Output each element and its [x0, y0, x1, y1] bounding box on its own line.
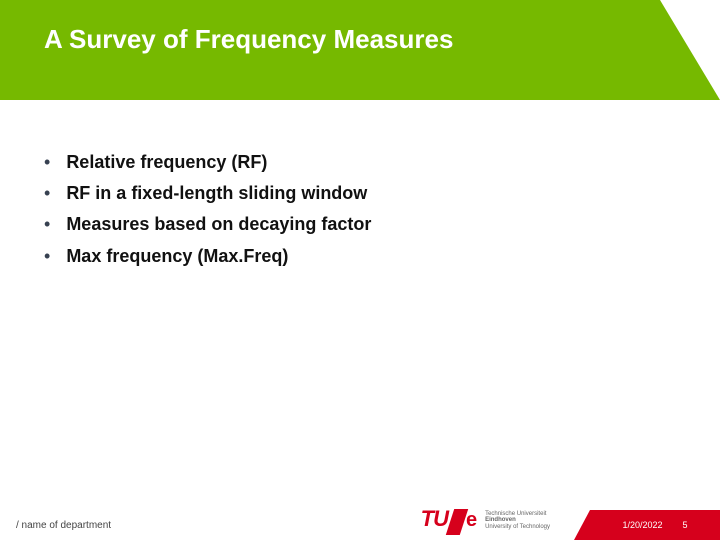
slide-header: A Survey of Frequency Measures — [0, 0, 720, 100]
bullet-text: Relative frequency (RF) — [66, 150, 267, 175]
logo-slash-icon — [446, 509, 468, 535]
footer-red-diagonal — [574, 510, 590, 540]
bullet-marker: • — [44, 212, 50, 237]
logo-subtext: Technische Universiteit Eindhoven Univer… — [485, 511, 550, 531]
logo-sub-line: University of Technology — [485, 524, 550, 531]
tue-logo: TU e Technische Universiteit Eindhoven Un… — [421, 506, 550, 535]
logo-sub-line: Technische Universiteit — [485, 511, 550, 518]
logo-tu-slash-e: TU e — [421, 506, 477, 535]
bullet-marker: • — [44, 181, 50, 206]
footer-page-number: 5 — [683, 520, 688, 530]
list-item: • RF in a fixed-length sliding window — [44, 181, 676, 206]
list-item: • Measures based on decaying factor — [44, 212, 676, 237]
bullet-text: Max frequency (Max.Freq) — [66, 244, 288, 269]
bullet-marker: • — [44, 150, 50, 175]
footer-date: 1/20/2022 — [622, 520, 662, 530]
header-diagonal-cut — [660, 0, 720, 100]
logo-sub-line: Eindhoven — [485, 517, 550, 524]
slide-title: A Survey of Frequency Measures — [44, 24, 453, 55]
bullet-marker: • — [44, 244, 50, 269]
bullet-text: Measures based on decaying factor — [66, 212, 371, 237]
logo-e-text: e — [466, 509, 477, 531]
footer-red-block: 1/20/2022 5 — [590, 510, 720, 540]
list-item: • Relative frequency (RF) — [44, 150, 676, 175]
list-item: • Max frequency (Max.Freq) — [44, 244, 676, 269]
slide-content: • Relative frequency (RF) • RF in a fixe… — [0, 100, 720, 269]
logo-tu-text: TU — [421, 506, 448, 531]
footer-department: / name of department — [0, 520, 111, 531]
slide-footer: / name of department TUe Technische Univ… — [0, 510, 720, 540]
bullet-list: • Relative frequency (RF) • RF in a fixe… — [44, 150, 676, 269]
bullet-text: RF in a fixed-length sliding window — [66, 181, 367, 206]
